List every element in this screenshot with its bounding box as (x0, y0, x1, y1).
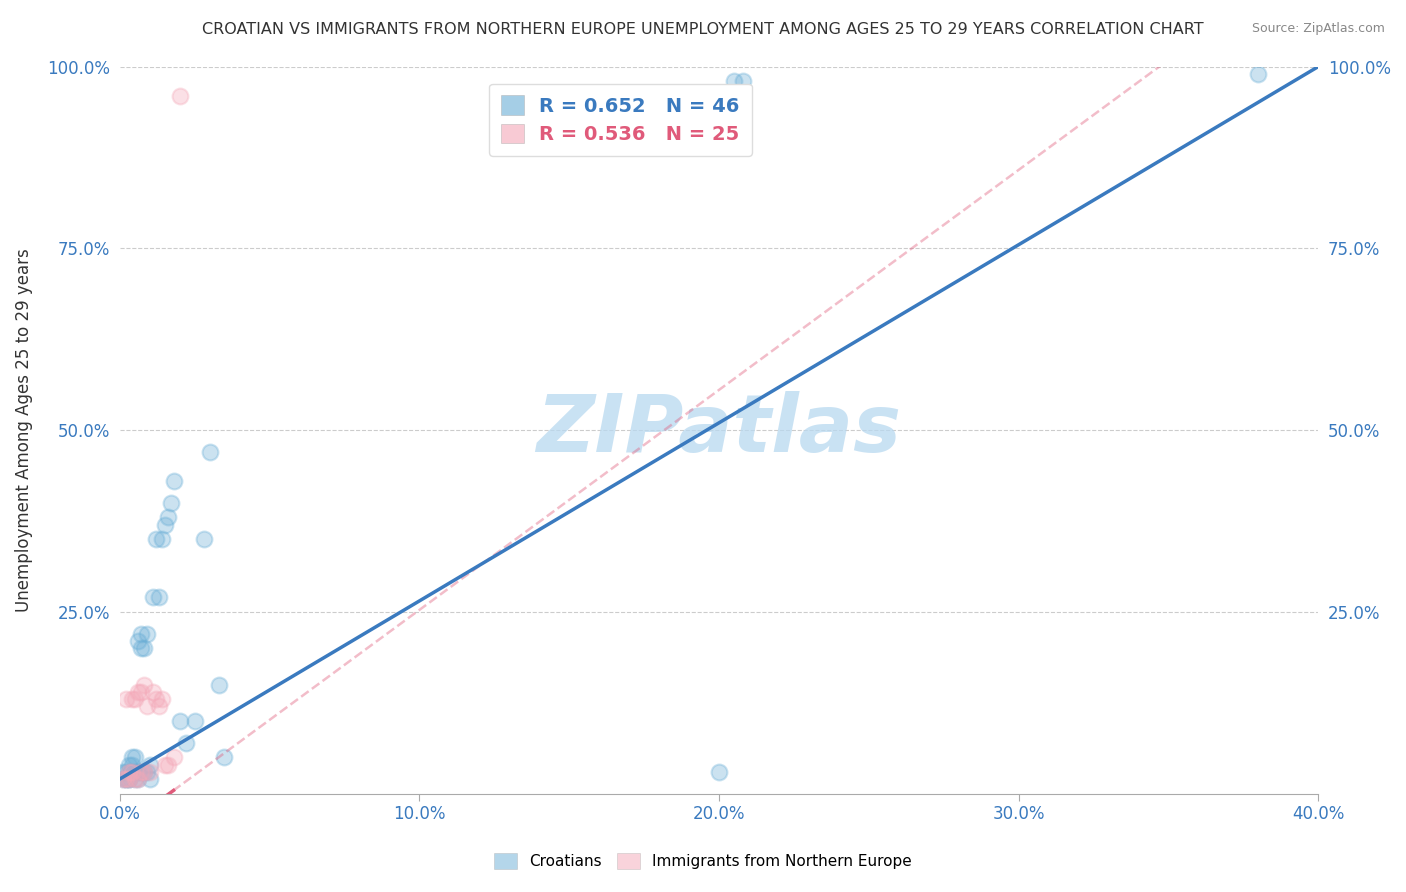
Point (121, 764, 143, 779)
Point (129, 641, 152, 656)
Point (127, 685, 149, 699)
Point (114, 764, 136, 779)
Point (127, 772, 149, 786)
Point (111, 764, 134, 779)
Point (117, 764, 139, 779)
Point (142, 685, 165, 699)
Point (121, 757, 143, 772)
Point (114, 772, 136, 786)
Point (124, 750, 146, 764)
Point (159, 496, 181, 510)
Point (214, 750, 236, 764)
Text: CROATIAN VS IMMIGRANTS FROM NORTHERN EUROPE UNEMPLOYMENT AMONG AGES 25 TO 29 YEA: CROATIAN VS IMMIGRANTS FROM NORTHERN EUR… (202, 22, 1204, 37)
Point (731, 74, 754, 88)
Point (150, 692, 173, 706)
Point (117, 764, 139, 779)
Point (117, 772, 139, 786)
Point (124, 764, 146, 779)
Point (114, 772, 136, 786)
Point (138, 772, 160, 786)
Point (1247, 67, 1270, 81)
Point (111, 772, 134, 786)
Point (156, 510, 179, 524)
Point (145, 532, 167, 546)
Point (138, 757, 160, 772)
Point (169, 88, 191, 103)
Point (707, 764, 730, 779)
Point (117, 772, 139, 786)
Text: Source: ZipAtlas.com: Source: ZipAtlas.com (1251, 22, 1385, 36)
Text: ZIPatlas: ZIPatlas (537, 391, 901, 469)
Y-axis label: Unemployment Among Ages 25 to 29 years: Unemployment Among Ages 25 to 29 years (15, 248, 32, 612)
Point (162, 750, 184, 764)
Point (124, 692, 146, 706)
Point (145, 692, 167, 706)
Point (183, 714, 205, 728)
Point (124, 772, 146, 786)
Point (153, 517, 176, 532)
Point (114, 692, 136, 706)
Point (723, 74, 745, 88)
Point (129, 764, 152, 779)
Point (132, 764, 155, 779)
Point (132, 678, 155, 692)
Point (117, 772, 139, 786)
Point (124, 772, 146, 786)
Point (129, 764, 152, 779)
Point (169, 714, 191, 728)
Point (111, 772, 134, 786)
Point (193, 532, 215, 546)
Point (142, 591, 165, 605)
Point (129, 626, 152, 640)
Legend: Croatians, Immigrants from Northern Europe: Croatians, Immigrants from Northern Euro… (488, 847, 918, 875)
Point (132, 641, 155, 656)
Point (132, 764, 155, 779)
Point (127, 764, 149, 779)
Point (135, 626, 157, 640)
Point (138, 764, 160, 779)
Point (148, 591, 170, 605)
Point (148, 699, 170, 714)
Point (127, 772, 149, 786)
Point (114, 772, 136, 786)
Point (207, 678, 229, 692)
Point (121, 764, 143, 779)
Point (121, 750, 143, 764)
Point (198, 445, 221, 459)
Point (129, 685, 152, 699)
Point (135, 699, 157, 714)
Point (156, 757, 179, 772)
Point (117, 757, 139, 772)
Point (121, 692, 143, 706)
Point (174, 736, 197, 750)
Point (153, 757, 176, 772)
Point (150, 532, 173, 546)
Legend: R = 0.652   N = 46, R = 0.536   N = 25: R = 0.652 N = 46, R = 0.536 N = 25 (489, 84, 752, 156)
Point (127, 634, 149, 648)
Point (135, 764, 157, 779)
Point (162, 474, 184, 488)
